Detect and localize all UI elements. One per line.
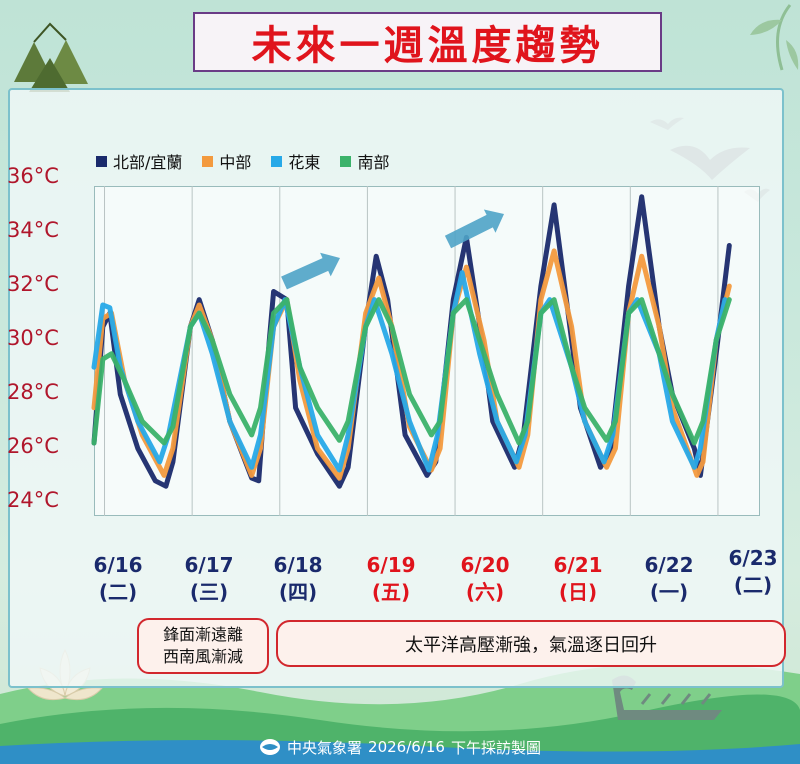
x-category-label: 6/19 (五) [346, 552, 436, 606]
note-line: 鋒面漸遠離 [162, 625, 243, 644]
y-tick-label: 34°C [7, 217, 59, 242]
legend-label: 南部 [357, 153, 390, 172]
legend-label: 北部/宜蘭 [113, 153, 183, 172]
x-category-label: 6/22 (一) [624, 552, 714, 606]
bamboo-leaf-icon [750, 4, 799, 71]
x-category-weekday: (二) [733, 573, 773, 597]
x-category-date: 6/16 [93, 553, 143, 577]
legend-swatch [96, 155, 107, 167]
legend-label: 中部 [219, 153, 252, 172]
x-category-label: 6/20 (六) [440, 552, 530, 606]
x-category-date: 6/23 [728, 546, 778, 570]
x-category-date: 6/20 [460, 553, 510, 577]
title-box: 未來一週溫度趨勢 [193, 12, 662, 72]
chart-title: 未來一週溫度趨勢 [251, 23, 604, 69]
note-line: 西南風漸減 [162, 647, 243, 666]
x-category-label: 6/18 (四) [253, 552, 343, 606]
zongzi-icon [14, 22, 88, 92]
legend-swatch [202, 155, 214, 167]
trend-arrow-icon [444, 209, 504, 249]
y-tick-label: 28°C [7, 380, 59, 405]
chart-legend: 北部/宜蘭 中部 花東 南部 [96, 149, 389, 173]
x-category-weekday: (六) [465, 580, 505, 604]
legend-swatch [340, 155, 352, 167]
x-category-label: 6/17 (三) [164, 552, 254, 606]
x-category-date: 6/19 [366, 553, 416, 577]
note-pacific-high: 太平洋高壓漸強，氣溫逐日回升 [276, 620, 786, 667]
x-category-weekday: (五) [371, 580, 411, 604]
footer-agency: 中央氣象署 [287, 738, 363, 757]
landscape-decoration [0, 663, 800, 764]
legend-item-north: 北部/宜蘭 [96, 149, 182, 173]
y-tick-label: 36°C [7, 163, 59, 188]
legend-item-south: 南部 [340, 149, 389, 173]
footer-desc: 下午採訪製圖 [450, 738, 541, 757]
x-category-weekday: (四) [278, 580, 318, 604]
x-category-weekday: (一) [649, 580, 689, 604]
y-tick-label: 24°C [7, 488, 59, 513]
x-category-weekday: (三) [189, 580, 229, 604]
x-category-weekday: (日) [558, 580, 598, 604]
legend-item-central: 中部 [202, 149, 251, 173]
footer: 中央氣象署 2026/6/16 下午採訪製圖 [0, 735, 800, 759]
x-category-label: 6/21 (日) [533, 552, 623, 606]
y-tick-label: 30°C [7, 326, 59, 351]
x-category-date: 6/22 [644, 553, 694, 577]
y-tick-label: 26°C [7, 434, 59, 459]
legend-label: 花東 [288, 153, 321, 172]
x-category-date: 6/21 [553, 553, 603, 577]
x-category-label: 6/16 (二) [73, 552, 163, 606]
cwa-logo-icon [260, 739, 281, 755]
x-category-weekday: (二) [98, 580, 138, 604]
note-text: 太平洋高壓漸強，氣溫逐日回升 [405, 634, 657, 656]
x-category-label: 6/23 (二) [708, 545, 798, 599]
footer-date: 2026/6/16 [368, 738, 445, 756]
legend-item-east: 花東 [271, 149, 320, 173]
x-category-date: 6/18 [273, 553, 323, 577]
x-category-date: 6/17 [184, 553, 234, 577]
legend-swatch [271, 155, 283, 167]
y-tick-label: 32°C [7, 272, 59, 297]
trend-arrow-icon [281, 252, 340, 290]
note-front-leaving: 鋒面漸遠離 西南風漸減 [137, 618, 269, 674]
series-line-3 [91, 297, 732, 446]
